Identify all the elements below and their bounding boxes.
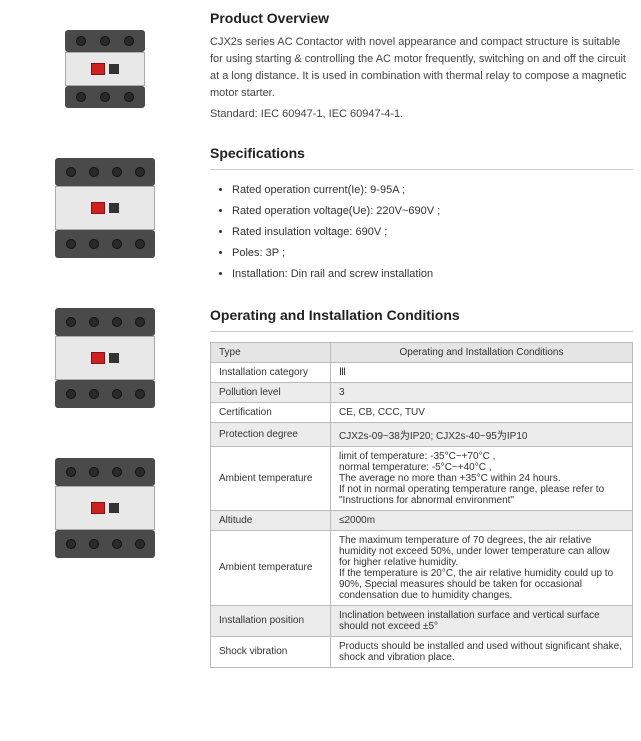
- table-row-label: Shock vibration: [211, 636, 331, 667]
- table-row: Altitude≤2000m: [211, 510, 633, 530]
- table-row-label: Installation position: [211, 605, 331, 636]
- overview-paragraph-1: CJX2s series AC Contactor with novel app…: [210, 34, 633, 102]
- product-image-1: [55, 30, 155, 108]
- table-row-label: Installation category: [211, 362, 331, 382]
- table-row-label: Protection degree: [211, 422, 331, 446]
- table-row-value: CJX2s-09~38为IP20; CJX2s-40~95为IP10: [331, 422, 633, 446]
- table-row: Ambient temperatureThe maximum temperatu…: [211, 530, 633, 605]
- table-row-value: Ⅲ: [331, 362, 633, 382]
- table-row: Shock vibrationProducts should be instal…: [211, 636, 633, 667]
- table-row-value: Products should be installed and used wi…: [331, 636, 633, 667]
- overview-section: Product Overview CJX2s series AC Contact…: [210, 10, 633, 123]
- spec-item: Rated operation current(Ie): 9-95A ;: [232, 180, 633, 201]
- spec-item: Poles: 3P ;: [232, 243, 633, 264]
- table-row-value: ≤2000m: [331, 510, 633, 530]
- conditions-section: Operating and Installation Conditions Ty…: [210, 307, 633, 668]
- table-row: Pollution level3: [211, 382, 633, 402]
- table-row-label: Ambient temperature: [211, 446, 331, 510]
- table-row: Installation positionInclination between…: [211, 605, 633, 636]
- table-row-value: Inclination between installation surface…: [331, 605, 633, 636]
- product-image-column: [0, 0, 210, 741]
- conditions-divider: [210, 331, 633, 332]
- table-row: Protection degreeCJX2s-09~38为IP20; CJX2s…: [211, 422, 633, 446]
- table-row: Ambient temperaturelimit of temperature:…: [211, 446, 633, 510]
- specs-list: Rated operation current(Ie): 9-95A ; Rat…: [210, 180, 633, 284]
- overview-heading: Product Overview: [210, 10, 633, 26]
- specs-divider: [210, 169, 633, 170]
- spec-item: Rated operation voltage(Ue): 220V~690V ;: [232, 201, 633, 222]
- product-image-2: [55, 158, 155, 258]
- table-row-value: CE, CB, CCC, TUV: [331, 402, 633, 422]
- table-header-cond: Operating and Installation Conditions: [331, 342, 633, 362]
- table-row-value: The maximum temperature of 70 degrees, t…: [331, 530, 633, 605]
- product-image-4: [55, 458, 155, 558]
- table-row: CertificationCE, CB, CCC, TUV: [211, 402, 633, 422]
- table-row-label: Certification: [211, 402, 331, 422]
- table-row-label: Pollution level: [211, 382, 331, 402]
- specs-heading: Specifications: [210, 145, 633, 161]
- product-image-3: [55, 308, 155, 408]
- content-column: Product Overview CJX2s series AC Contact…: [210, 0, 641, 741]
- table-row-label: Ambient temperature: [211, 530, 331, 605]
- table-header-type: Type: [211, 342, 331, 362]
- conditions-heading: Operating and Installation Conditions: [210, 307, 633, 323]
- spec-item: Rated insulation voltage: 690V ;: [232, 222, 633, 243]
- table-row-value: limit of temperature: -35°C~+70°C , norm…: [331, 446, 633, 510]
- overview-paragraph-2: Standard: IEC 60947-1, IEC 60947-4-1.: [210, 106, 633, 123]
- conditions-table: Type Operating and Installation Conditio…: [210, 342, 633, 668]
- table-row-label: Altitude: [211, 510, 331, 530]
- specs-section: Specifications Rated operation current(I…: [210, 145, 633, 284]
- table-row-value: 3: [331, 382, 633, 402]
- spec-item: Installation: Din rail and screw install…: [232, 264, 633, 285]
- table-row: Installation categoryⅢ: [211, 362, 633, 382]
